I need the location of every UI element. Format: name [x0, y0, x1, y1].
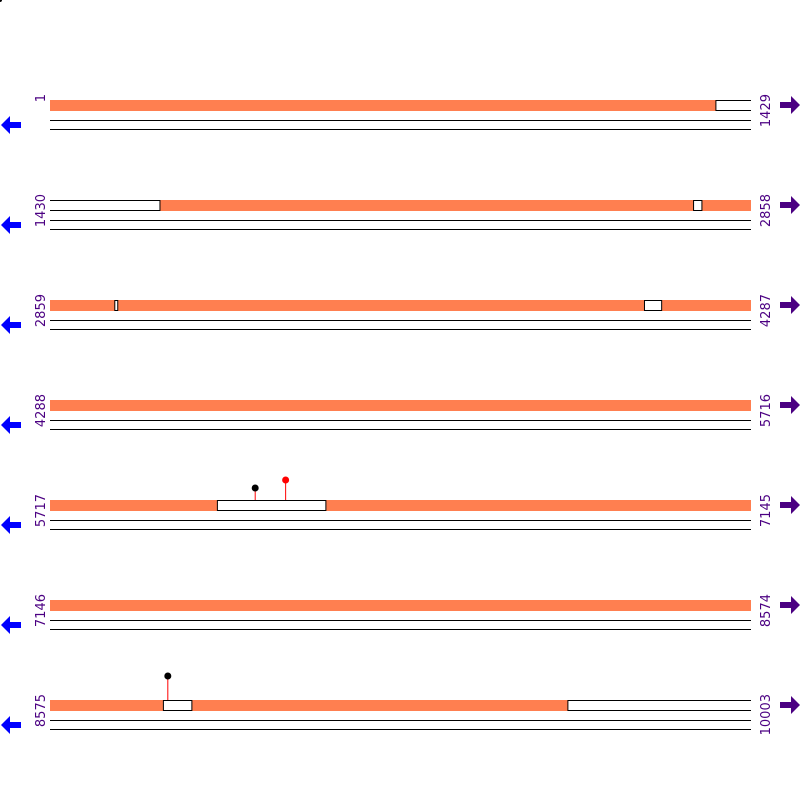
row-start-label: 1 [34, 94, 49, 102]
row-start-label: 4288 [34, 394, 49, 427]
orf-segment [50, 100, 716, 111]
arrow-left-icon [1, 616, 21, 634]
orf-segment [50, 300, 115, 311]
orf-segment [191, 700, 568, 711]
orf-segment [50, 500, 218, 511]
arrow-left-icon [1, 216, 21, 234]
orf-segment [661, 300, 751, 311]
row-start-label: 1430 [34, 194, 49, 227]
row-end-label: 4287 [759, 294, 774, 327]
row-end-label: 7145 [759, 494, 774, 527]
arrow-right-icon [780, 196, 800, 214]
arrow-left-icon [1, 516, 21, 534]
orf-segment [117, 300, 645, 311]
arrow-right-icon [780, 696, 800, 714]
arrow-right-icon [780, 496, 800, 514]
arrow-right-icon [780, 596, 800, 614]
marker-head [164, 672, 172, 680]
orf-segment [701, 200, 751, 211]
orf-segment [159, 200, 694, 211]
arrow-left-icon [1, 416, 21, 434]
row-end-label: 8574 [759, 594, 774, 627]
arrow-right-icon [780, 96, 800, 114]
row-end-label: 5716 [759, 394, 774, 427]
row-start-label: 7146 [34, 594, 49, 627]
arrow-left-icon [1, 316, 21, 334]
row-start-label: 2859 [34, 294, 49, 327]
row-start-label: 8575 [34, 694, 49, 727]
orf-segment [50, 700, 164, 711]
row-end-label: 1429 [759, 94, 774, 127]
row-end-label: 2858 [759, 194, 774, 227]
arrow-right-icon [780, 396, 800, 414]
orf-segment [50, 400, 751, 411]
row-start-label: 5717 [34, 494, 49, 527]
orf-segment [325, 500, 751, 511]
marker-head [251, 484, 259, 492]
arrow-left-icon [1, 716, 21, 734]
arrow-right-icon [780, 296, 800, 314]
marker-head [282, 476, 290, 484]
row-end-label: 10003 [759, 694, 774, 735]
corner-dot [0, 0, 2, 2]
orf-segment [50, 600, 751, 611]
arrow-left-icon [1, 116, 21, 134]
